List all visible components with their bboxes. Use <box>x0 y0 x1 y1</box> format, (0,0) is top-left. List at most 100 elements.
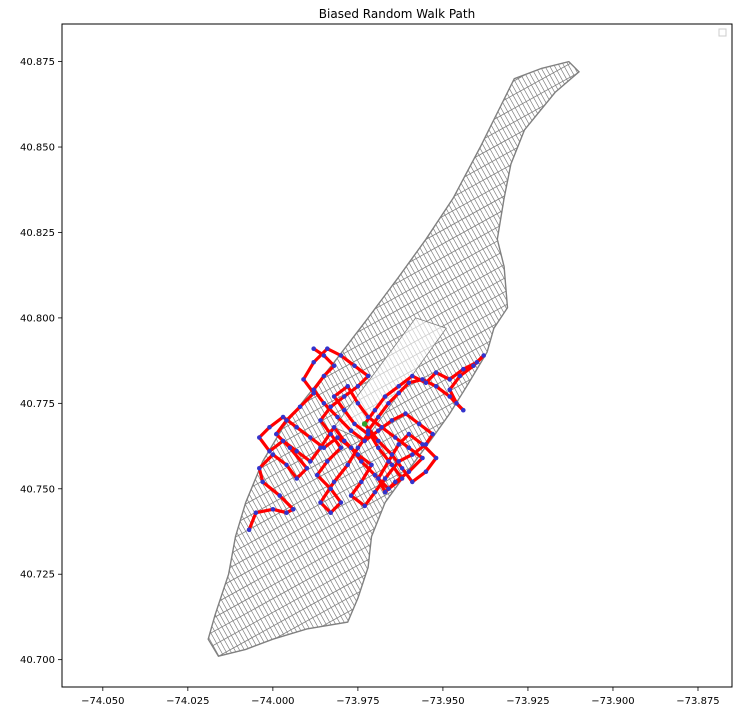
walk-node <box>253 510 259 515</box>
walk-node <box>342 407 347 413</box>
walk-node <box>399 476 405 481</box>
walk-segment <box>400 466 414 484</box>
avenue-segment <box>208 93 579 599</box>
walk-node <box>257 466 262 471</box>
walk-segment <box>315 459 329 477</box>
walk-node <box>311 346 317 352</box>
walk-node <box>420 455 425 461</box>
walk-node <box>280 414 286 420</box>
walk-node <box>399 466 405 471</box>
walk-node <box>311 390 317 396</box>
walk-segment <box>332 394 346 412</box>
walk-segment <box>288 446 309 470</box>
avenue-segment <box>208 83 579 588</box>
walk-segment <box>434 384 452 399</box>
walk-segment <box>407 456 425 474</box>
walk-path <box>247 347 486 532</box>
walk-segment <box>257 425 272 440</box>
y-axis: 40.700 40.725 40.750 40.775 40.800 40.825 40.8… <box>20 57 62 666</box>
walk-node <box>331 394 337 399</box>
street-segment <box>208 61 579 657</box>
street-segment <box>208 61 579 657</box>
walk-segment <box>284 463 299 481</box>
walk-node <box>348 445 354 451</box>
walk-segment <box>407 377 425 385</box>
walk-node <box>257 435 262 440</box>
walk-node <box>274 431 279 437</box>
walk-segment <box>261 480 282 498</box>
walk-segment <box>356 374 370 388</box>
walk-node <box>284 418 289 423</box>
walk-segment <box>325 446 343 463</box>
walk-node <box>372 489 378 495</box>
walk-node <box>297 404 303 410</box>
walk-segment <box>349 494 367 508</box>
walk-node <box>365 428 371 434</box>
walk-node <box>389 452 395 457</box>
walk-node <box>294 476 300 481</box>
walk-segment <box>373 394 387 412</box>
chart-title: Biased Random Walk Path <box>319 7 475 21</box>
walk-node <box>284 462 289 468</box>
walk-node <box>355 401 361 406</box>
walk-node <box>342 394 347 399</box>
walk-segment <box>267 415 285 429</box>
walk-node <box>447 377 453 382</box>
walk-node <box>331 479 337 485</box>
street-segment <box>208 61 579 657</box>
walk-node <box>294 425 300 430</box>
street-segment <box>208 61 579 657</box>
walk-node <box>393 435 398 440</box>
walk-segment <box>312 374 326 392</box>
street-segment <box>208 61 555 657</box>
walk-node <box>461 366 466 372</box>
walk-node <box>410 452 415 457</box>
street-segment <box>208 61 579 657</box>
walk-node <box>355 384 361 389</box>
walk-segment <box>407 432 425 446</box>
walk-segment <box>332 384 350 399</box>
walk-segment <box>254 507 275 515</box>
y-tick-label: 40.800 <box>20 313 55 324</box>
walk-node <box>382 489 388 495</box>
walk-segment <box>318 425 336 450</box>
x-tick-label: −74.025 <box>166 696 209 707</box>
y-tick-label: 40.825 <box>20 228 55 239</box>
walk-node <box>461 407 466 413</box>
walk-node <box>365 431 371 437</box>
street-segment <box>208 61 579 657</box>
walk-node <box>348 428 354 434</box>
walk-node <box>287 445 293 451</box>
street-segment <box>248 61 579 657</box>
walk-node <box>321 353 327 358</box>
walk-node <box>314 472 320 478</box>
walk-segment <box>318 480 336 505</box>
walk-segment <box>397 381 411 395</box>
street-segment <box>208 61 579 657</box>
walk-segment <box>284 405 302 422</box>
x-tick-label: −73.900 <box>591 696 634 707</box>
walk-segment <box>383 459 401 481</box>
walk-segment <box>458 364 476 378</box>
legend-box <box>718 28 727 37</box>
walk-node <box>270 452 276 457</box>
street-segment <box>237 61 579 657</box>
y-tick-label: 40.850 <box>20 143 55 154</box>
walk-node <box>406 431 412 437</box>
walk-segment <box>346 384 360 405</box>
y-tick-label: 40.700 <box>20 655 55 666</box>
street-segment <box>219 61 579 657</box>
walk-segment <box>376 459 391 481</box>
walk-nodes <box>246 346 487 533</box>
walk-segment <box>274 418 289 436</box>
walk-segment <box>322 353 336 368</box>
walk-node <box>318 418 323 423</box>
x-tick-label: −73.950 <box>421 696 464 707</box>
street-segment <box>208 61 578 657</box>
walk-node <box>267 425 272 430</box>
walk-node <box>355 452 361 457</box>
y-tick-label: 40.875 <box>20 57 55 68</box>
walk-node <box>386 401 391 406</box>
walk-segment <box>448 374 462 392</box>
